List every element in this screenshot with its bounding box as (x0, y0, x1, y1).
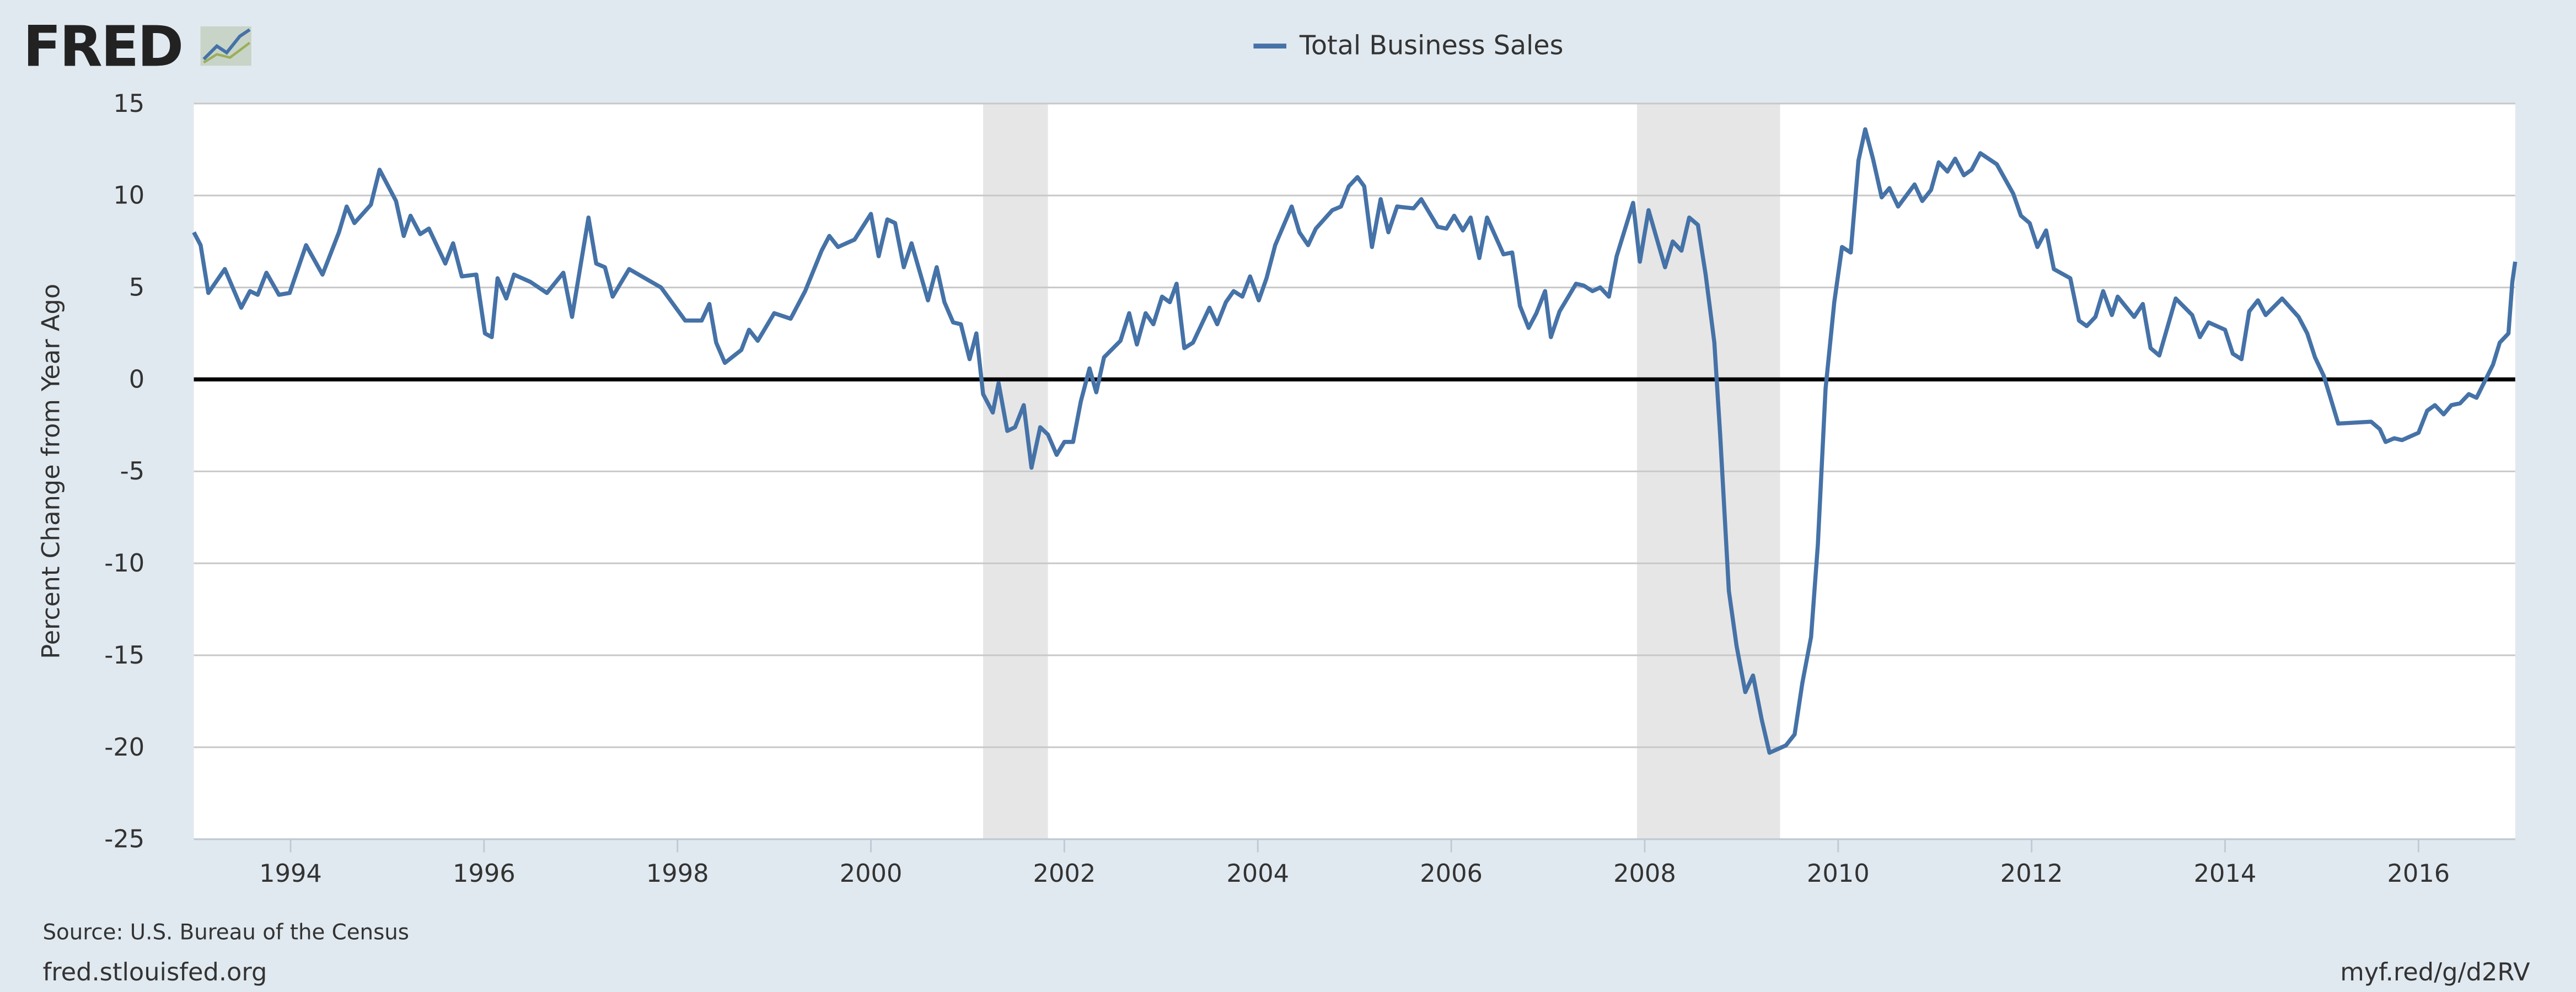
y-tick-label: 15 (113, 89, 144, 118)
y-tick-label: -20 (104, 733, 144, 762)
logo-icon (200, 26, 251, 66)
y-tick-label: 0 (129, 365, 144, 393)
x-tick-label: 2008 (1613, 859, 1676, 888)
short-url[interactable]: myf.red/g/d2RV (2340, 958, 2530, 986)
y-axis-title: Percent Change from Year Ago (36, 284, 65, 659)
x-tick-label: 2004 (1226, 859, 1289, 888)
x-tick-label: 1996 (453, 859, 516, 888)
y-tick-label: 5 (129, 273, 144, 301)
x-tick-label: 2002 (1033, 859, 1096, 888)
site[interactable]: fred.stlouisfed.org (42, 958, 267, 986)
legend-label: Total Business Sales (1299, 30, 1564, 61)
legend-item: Total Business Sales (1253, 30, 1563, 61)
x-tick-label: 2000 (840, 859, 903, 888)
y-tick-label: 10 (113, 181, 144, 210)
x-tick-label: 2016 (2387, 859, 2450, 888)
y-tick-label: -10 (104, 549, 144, 578)
x-tick-label: 1998 (646, 859, 709, 888)
x-tick-label: 1994 (259, 859, 322, 888)
y-tick-label: -5 (120, 457, 145, 486)
source: Source: U.S. Bureau of the Census (42, 920, 409, 945)
x-tick-label: 2014 (2194, 859, 2257, 888)
x-tick-label: 2010 (1807, 859, 1870, 888)
x-tick-label: 2006 (1420, 859, 1483, 888)
y-tick-label: -25 (104, 825, 144, 854)
x-tick-label: 2012 (2000, 859, 2063, 888)
y-tick-label: -15 (104, 641, 144, 670)
series-line (192, 127, 2518, 755)
logo[interactable]: FRED (23, 14, 184, 79)
